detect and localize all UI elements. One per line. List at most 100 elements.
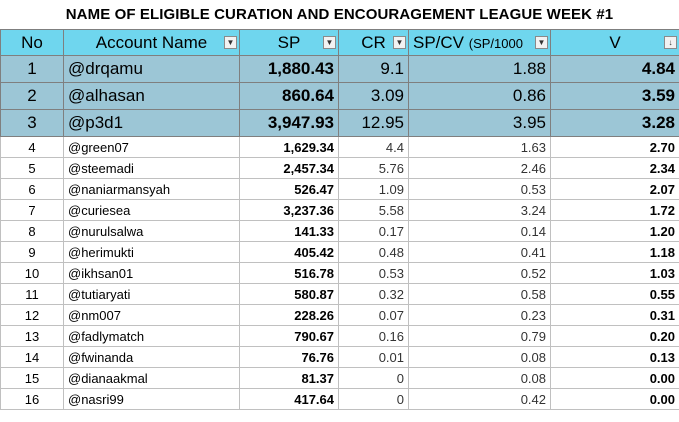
cell-sp[interactable]: 1,880.43: [239, 55, 339, 83]
cell-cr[interactable]: 0.32: [338, 283, 409, 305]
cell-no[interactable]: 7: [0, 199, 64, 221]
cell-v[interactable]: 0.00: [550, 367, 679, 389]
cell-spcv[interactable]: 0.23: [408, 304, 551, 326]
cell-cr[interactable]: 4.4: [338, 136, 409, 158]
cell-spcv[interactable]: 2.46: [408, 157, 551, 179]
cell-spcv[interactable]: 0.58: [408, 283, 551, 305]
cell-v[interactable]: 0.20: [550, 325, 679, 347]
cell-sp[interactable]: 228.26: [239, 304, 339, 326]
cell-account[interactable]: @green07: [63, 136, 240, 158]
cell-sp[interactable]: 790.67: [239, 325, 339, 347]
cell-account[interactable]: @herimukti: [63, 241, 240, 263]
cell-spcv[interactable]: 0.14: [408, 220, 551, 242]
cell-cr[interactable]: 5.76: [338, 157, 409, 179]
cell-account[interactable]: @drqamu: [63, 55, 240, 83]
cell-account[interactable]: @nasri99: [63, 388, 240, 410]
cell-no[interactable]: 15: [0, 367, 64, 389]
cell-no[interactable]: 3: [0, 109, 64, 137]
cell-cr[interactable]: 0.01: [338, 346, 409, 368]
filter-dropdown-icon[interactable]: ▼: [323, 36, 336, 49]
cell-account[interactable]: @nm007: [63, 304, 240, 326]
cell-account[interactable]: @fwinanda: [63, 346, 240, 368]
cell-v[interactable]: 2.34: [550, 157, 679, 179]
cell-no[interactable]: 6: [0, 178, 64, 200]
cell-cr[interactable]: 0: [338, 388, 409, 410]
cell-v[interactable]: 3.59: [550, 82, 679, 110]
cell-spcv[interactable]: 0.41: [408, 241, 551, 263]
cell-sp[interactable]: 860.64: [239, 82, 339, 110]
cell-v[interactable]: 4.84: [550, 55, 679, 83]
cell-account[interactable]: @fadlymatch: [63, 325, 240, 347]
cell-sp[interactable]: 405.42: [239, 241, 339, 263]
cell-account[interactable]: @dianaakmal: [63, 367, 240, 389]
cell-v[interactable]: 1.72: [550, 199, 679, 221]
cell-account[interactable]: @curiesea: [63, 199, 240, 221]
cell-account[interactable]: @tutiaryati: [63, 283, 240, 305]
cell-no[interactable]: 12: [0, 304, 64, 326]
cell-cr[interactable]: 12.95: [338, 109, 409, 137]
cell-sp[interactable]: 76.76: [239, 346, 339, 368]
cell-spcv[interactable]: 1.63: [408, 136, 551, 158]
cell-v[interactable]: 0.13: [550, 346, 679, 368]
cell-sp[interactable]: 526.47: [239, 178, 339, 200]
cell-sp[interactable]: 1,629.34: [239, 136, 339, 158]
cell-no[interactable]: 5: [0, 157, 64, 179]
cell-no[interactable]: 1: [0, 55, 64, 83]
cell-sp[interactable]: 81.37: [239, 367, 339, 389]
cell-no[interactable]: 4: [0, 136, 64, 158]
cell-spcv[interactable]: 0.08: [408, 367, 551, 389]
cell-v[interactable]: 0.00: [550, 388, 679, 410]
cell-account[interactable]: @nurulsalwa: [63, 220, 240, 242]
cell-spcv[interactable]: 1.88: [408, 55, 551, 83]
cell-cr[interactable]: 0.16: [338, 325, 409, 347]
cell-spcv[interactable]: 0.08: [408, 346, 551, 368]
cell-v[interactable]: 1.18: [550, 241, 679, 263]
cell-cr[interactable]: 1.09: [338, 178, 409, 200]
cell-cr[interactable]: 9.1: [338, 55, 409, 83]
cell-sp[interactable]: 141.33: [239, 220, 339, 242]
cell-cr[interactable]: 0: [338, 367, 409, 389]
cell-sp[interactable]: 3,237.36: [239, 199, 339, 221]
cell-no[interactable]: 13: [0, 325, 64, 347]
cell-no[interactable]: 16: [0, 388, 64, 410]
cell-spcv[interactable]: 0.52: [408, 262, 551, 284]
filter-dropdown-icon[interactable]: ▼: [535, 36, 548, 49]
cell-cr[interactable]: 0.17: [338, 220, 409, 242]
cell-v[interactable]: 2.70: [550, 136, 679, 158]
cell-no[interactable]: 11: [0, 283, 64, 305]
cell-spcv[interactable]: 0.53: [408, 178, 551, 200]
cell-sp[interactable]: 516.78: [239, 262, 339, 284]
cell-account[interactable]: @naniarmansyah: [63, 178, 240, 200]
cell-no[interactable]: 8: [0, 220, 64, 242]
cell-account[interactable]: @p3d1: [63, 109, 240, 137]
cell-sp[interactable]: 580.87: [239, 283, 339, 305]
filter-dropdown-icon[interactable]: ▼: [393, 36, 406, 49]
filter-dropdown-icon[interactable]: ▼: [224, 36, 237, 49]
cell-v[interactable]: 3.28: [550, 109, 679, 137]
cell-v[interactable]: 0.55: [550, 283, 679, 305]
cell-cr[interactable]: 0.48: [338, 241, 409, 263]
cell-v[interactable]: 1.20: [550, 220, 679, 242]
cell-v[interactable]: 1.03: [550, 262, 679, 284]
sort-descending-icon[interactable]: ↓: [664, 36, 677, 49]
cell-no[interactable]: 2: [0, 82, 64, 110]
cell-account[interactable]: @ikhsan01: [63, 262, 240, 284]
cell-cr[interactable]: 5.58: [338, 199, 409, 221]
cell-spcv[interactable]: 0.79: [408, 325, 551, 347]
cell-v[interactable]: 0.31: [550, 304, 679, 326]
cell-cr[interactable]: 3.09: [338, 82, 409, 110]
cell-v[interactable]: 2.07: [550, 178, 679, 200]
cell-sp[interactable]: 417.64: [239, 388, 339, 410]
cell-spcv[interactable]: 0.42: [408, 388, 551, 410]
cell-no[interactable]: 9: [0, 241, 64, 263]
cell-account[interactable]: @steemadi: [63, 157, 240, 179]
cell-cr[interactable]: 0.53: [338, 262, 409, 284]
cell-no[interactable]: 10: [0, 262, 64, 284]
cell-account[interactable]: @alhasan: [63, 82, 240, 110]
cell-sp[interactable]: 2,457.34: [239, 157, 339, 179]
cell-spcv[interactable]: 0.86: [408, 82, 551, 110]
cell-cr[interactable]: 0.07: [338, 304, 409, 326]
cell-sp[interactable]: 3,947.93: [239, 109, 339, 137]
cell-spcv[interactable]: 3.24: [408, 199, 551, 221]
cell-spcv[interactable]: 3.95: [408, 109, 551, 137]
